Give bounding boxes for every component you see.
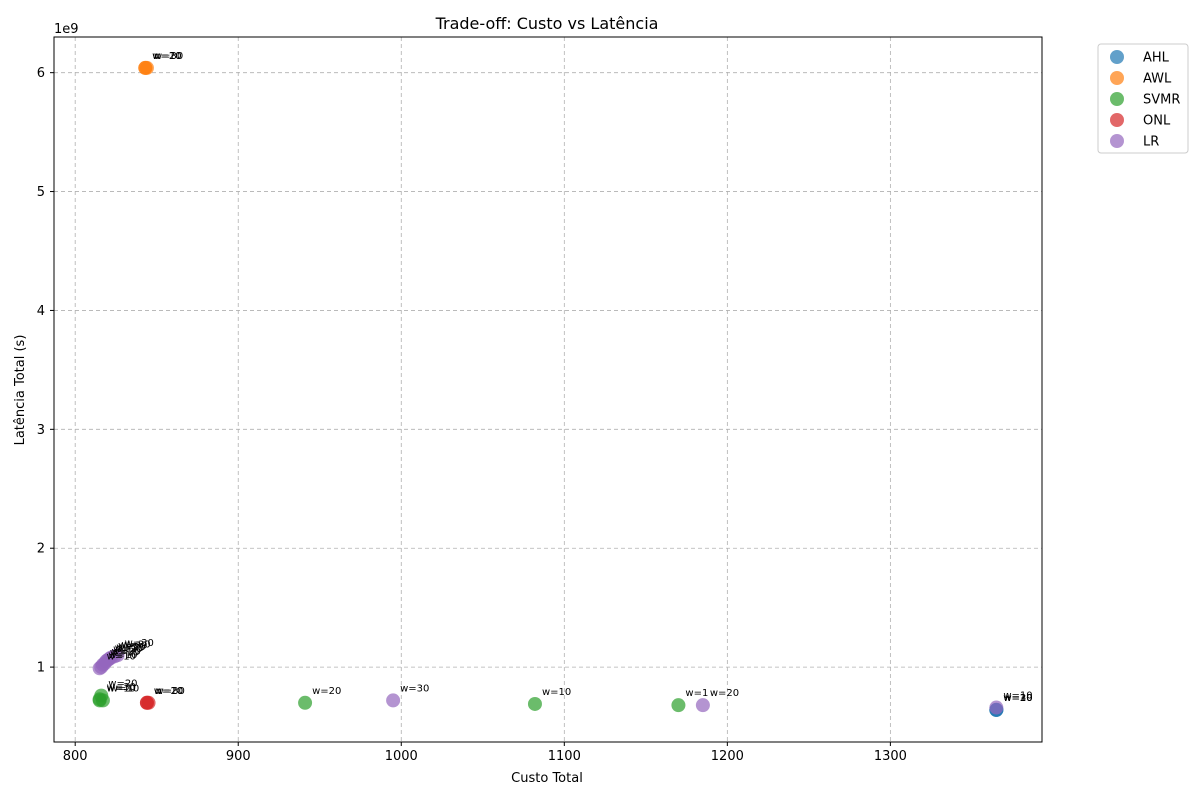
data-point-lr [989,700,1004,715]
point-labels: w=10w=20w=30w=10w=20w=30w=10w=10w=20w=30… [107,51,1033,704]
point-label: w=20 [312,686,341,697]
point-label: w=20 [113,644,142,655]
plot-frame [53,36,1043,743]
data-points [92,60,1004,717]
point-label: w=10 [110,648,139,659]
data-point-lr [386,693,401,708]
x-axis-ticks: 800 900 1000 1100 1200 1300 [63,742,907,764]
y-tick-label: 4 [37,304,45,319]
data-point-svmr [671,698,686,713]
point-label: w=10 [107,683,136,694]
point-label: w=30 [156,686,185,697]
point-label: w=20 [112,647,141,658]
data-point-onl [141,695,156,710]
point-label: w=20 [108,679,137,690]
legend-label-awl: AWL [1143,72,1172,87]
legend: AHL AWL SVMR ONL LR [1097,43,1189,154]
point-label: w=30 [154,51,183,62]
data-point-svmr [527,696,542,711]
y-tick-label: 1 [37,661,45,676]
x-tick-label: 800 [63,749,88,764]
y-axis-label: Latência Total (s) [13,335,28,446]
legend-marker-ahl [1110,50,1124,64]
point-label: w=30 [121,639,150,650]
y-tick-label: 5 [37,185,45,200]
point-label: w=20 [1003,693,1032,704]
legend-label-lr: LR [1143,135,1159,150]
point-label: w=1 [685,688,708,699]
legend-marker-lr [1110,134,1124,148]
data-point-svmr [298,695,313,710]
point-label: w=20 [152,51,181,62]
y-tick-label: 2 [37,542,45,557]
legend-label-onl: ONL [1143,114,1171,129]
point-label: w=10 [1003,693,1032,704]
x-tick-label: 1000 [385,749,418,764]
point-label: w=10 [152,51,181,62]
point-label: w=20 [154,686,183,697]
point-label: w=30 [125,638,154,649]
point-label: w=10 [108,650,137,661]
y-tick-label: 6 [37,66,45,81]
point-label: w=10 [110,683,139,694]
point-label: w=30 [1003,693,1032,704]
point-label: w=10 [1003,691,1032,702]
legend-marker-onl [1110,113,1124,127]
legend-marker-awl [1110,71,1124,85]
point-label: w=10 [154,686,183,697]
x-axis-label: Custo Total [511,771,583,786]
point-label: w=20 [115,643,144,654]
point-label: w=10 [542,687,571,698]
y-axis-ticks: 1 2 3 4 5 6 [37,66,54,676]
point-label: w=10 [107,651,136,662]
point-label: w=30 [107,682,136,693]
point-label: w=20 [710,688,739,699]
y-offset-label: 1e9 [54,22,79,37]
data-point-awl [139,60,154,75]
chart-title: Trade-off: Custo vs Latência [435,14,659,33]
legend-label-svmr: SVMR [1143,93,1180,108]
y-tick-label: 3 [37,423,45,438]
point-label: w=30 [118,641,147,652]
x-tick-label: 1300 [874,749,907,764]
x-tick-label: 1200 [711,749,744,764]
grid-lines [54,37,1042,742]
point-label: w=20 [116,642,145,653]
data-point-lr [110,648,125,663]
data-point-lr [695,698,710,713]
x-tick-label: 900 [226,749,251,764]
legend-marker-svmr [1110,92,1124,106]
point-label: w=30 [400,683,429,694]
data-point-svmr [92,692,107,707]
legend-label-ahl: AHL [1143,51,1170,66]
x-tick-label: 1100 [548,749,581,764]
